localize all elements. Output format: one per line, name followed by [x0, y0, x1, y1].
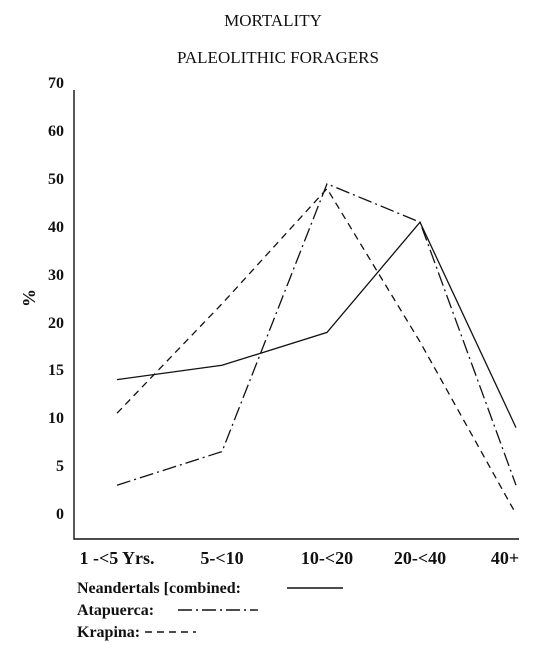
y-tick-label: 70 — [48, 75, 64, 92]
legend: Neandertals [combined: Atapuerca: Krapin… — [77, 580, 343, 641]
x-tick-labels: 1 -<5 Yrs. 5-<10 10-<20 20-<40 40+ — [79, 548, 519, 568]
y-tick-label: 30 — [48, 267, 64, 284]
series-lines — [116, 182, 517, 515]
x-tick-label: 40+ — [491, 548, 519, 568]
y-axis-label: % — [19, 289, 39, 307]
y-tick-label: 60 — [48, 123, 64, 140]
y-tick-label: 15 — [48, 362, 64, 379]
x-tick-label: 20-<40 — [394, 548, 446, 568]
y-tick-label: 5 — [56, 458, 64, 475]
axes — [73, 90, 519, 540]
x-tick-label: 1 -<5 Yrs. — [79, 548, 154, 568]
legend-label-atapuerca: Atapuerca: — [77, 602, 154, 619]
y-tick-label: 20 — [48, 315, 64, 332]
x-tick-label: 5-<10 — [200, 548, 243, 568]
series-line-dashed — [116, 187, 517, 515]
y-tick-label: 10 — [48, 410, 64, 427]
series-line-dash-dot — [116, 182, 517, 486]
y-tick-label: 40 — [48, 219, 64, 236]
legend-item-neandertals: Neandertals [combined: — [77, 580, 343, 597]
legend-label-neandertals: Neandertals [combined: — [77, 580, 241, 597]
chart-title: MORTALITY — [224, 11, 322, 30]
chart-subtitle: PALEOLITHIC FORAGERS — [177, 48, 379, 67]
x-tick-label: 10-<20 — [301, 548, 353, 568]
legend-item-atapuerca: Atapuerca: — [77, 602, 258, 619]
y-tick-label: 50 — [48, 171, 64, 188]
y-tick-label: 0 — [56, 506, 64, 523]
legend-label-krapina: Krapina: — [77, 624, 140, 641]
series-line-solid — [116, 221, 517, 428]
legend-item-krapina: Krapina: — [77, 624, 196, 641]
y-axis-title: % — [19, 289, 39, 307]
